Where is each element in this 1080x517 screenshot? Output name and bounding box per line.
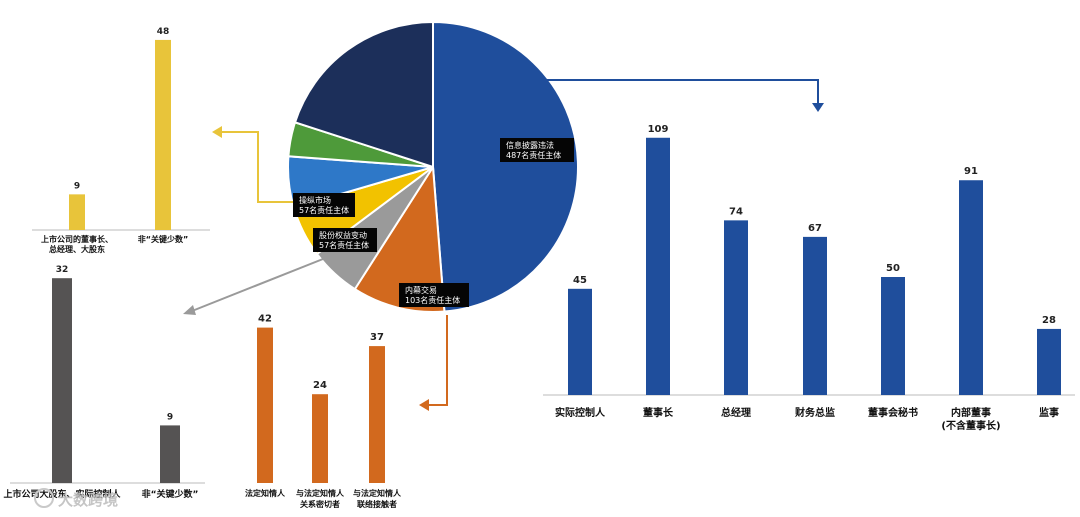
- bar: [568, 288, 592, 395]
- pie-label-count: 57名责任主体: [299, 205, 349, 215]
- pie-label-count: 103名责任主体: [405, 295, 460, 305]
- tick-label: 财务总监: [794, 406, 835, 419]
- data-label: 9: [167, 412, 173, 422]
- tick-label: 非“关键少数”: [138, 234, 189, 244]
- data-label: 48: [157, 27, 170, 37]
- bar: [69, 194, 85, 230]
- arrow-down-left-icon: [183, 305, 196, 315]
- bar: [52, 278, 72, 483]
- arrow-left-icon: [419, 399, 429, 411]
- pie-slice: [293, 20, 434, 169]
- data-label: 109: [648, 124, 669, 135]
- tick-label: 法定知情人: [245, 488, 286, 498]
- arrow-down-icon: [812, 103, 824, 112]
- data-label: 24: [313, 380, 327, 391]
- data-label: 91: [964, 166, 978, 177]
- tick-label: 上市公司的董事长、: [41, 234, 113, 244]
- bar: [160, 425, 180, 483]
- data-label: 67: [808, 223, 822, 234]
- gray-connector: [191, 256, 329, 312]
- data-label: 9: [74, 181, 80, 191]
- tick-label: 董事会秘书: [868, 406, 918, 419]
- pie-label-count: 487名责任主体: [506, 150, 561, 160]
- tick-label: 总经理: [721, 406, 751, 419]
- bar: [155, 39, 171, 230]
- pie-chart: [287, 20, 579, 313]
- data-label: 37: [370, 332, 384, 343]
- data-label: 32: [56, 265, 69, 275]
- pie-label-name: 操纵市场: [299, 195, 331, 205]
- gray-bar-chart: 32 上市公司大股东、实际控制人 9 非“关键少数”: [3, 265, 205, 500]
- tick-label: 董事长: [643, 406, 674, 419]
- tick-label: 总经理、大股东: [49, 244, 105, 254]
- pie-label-name: 信息披露违法: [506, 140, 554, 150]
- bar: [312, 394, 328, 483]
- bar: [724, 220, 748, 395]
- watermark-text: 大数跨境: [58, 491, 118, 509]
- yellow-bar-chart: 9 上市公司的董事长、总经理、大股东 48 非“关键少数”: [32, 27, 210, 254]
- tick-label: 内部董事: [951, 406, 991, 419]
- blue-connector: [543, 79, 819, 105]
- watermark-logo-icon: [34, 488, 54, 508]
- tick-label: 监事: [1039, 406, 1059, 419]
- bar: [803, 236, 827, 395]
- tick-label: 与法定知情人: [353, 488, 402, 498]
- pie-label-name: 内幕交易: [405, 285, 437, 295]
- bar: [1037, 328, 1061, 395]
- data-label: 45: [573, 275, 587, 286]
- data-label: 28: [1042, 315, 1056, 326]
- pie-slice: [353, 163, 446, 313]
- pie-slice: [432, 20, 579, 313]
- data-label: 42: [258, 314, 272, 325]
- tick-label: 关系密切者: [300, 499, 340, 509]
- yellow-connector: [222, 131, 293, 203]
- pie-label-count: 57名责任主体: [319, 240, 369, 250]
- watermark: 大数跨境: [34, 488, 118, 509]
- tick-label: 实际控制人: [555, 406, 606, 419]
- bar: [369, 346, 385, 483]
- bar: [959, 180, 983, 395]
- data-label: 74: [729, 206, 743, 217]
- bar: [646, 137, 670, 395]
- blue-bar-chart: 45 实际控制人 109 董事长 74 总经理 67 财务总监 50 董事会秘书 91 内部董事(不含…: [543, 124, 1075, 432]
- orange-connector: [428, 315, 448, 406]
- connector-arrows: [183, 79, 824, 411]
- data-label: 50: [886, 263, 900, 274]
- pie-labels: 信息披露违法487名责任主体内幕交易103名责任主体股份权益变动57名责任主体操…: [293, 138, 574, 307]
- tick-label: 非“关键少数”: [142, 488, 199, 500]
- tick-label: 联络接触者: [357, 499, 397, 509]
- tick-label: (不含董事长): [941, 419, 1000, 432]
- bar: [257, 327, 273, 483]
- pie-label-name: 股份权益变动: [319, 230, 367, 240]
- tick-label: 与法定知情人: [296, 488, 345, 498]
- bar: [881, 277, 905, 395]
- bar-charts: 45 实际控制人 109 董事长 74 总经理 67 财务总监 50 董事会秘书 91 内部董事(不含…: [3, 27, 1075, 509]
- arrow-left-icon: [212, 126, 222, 138]
- tick-label: 上市公司大股东、实际控制人: [3, 488, 121, 500]
